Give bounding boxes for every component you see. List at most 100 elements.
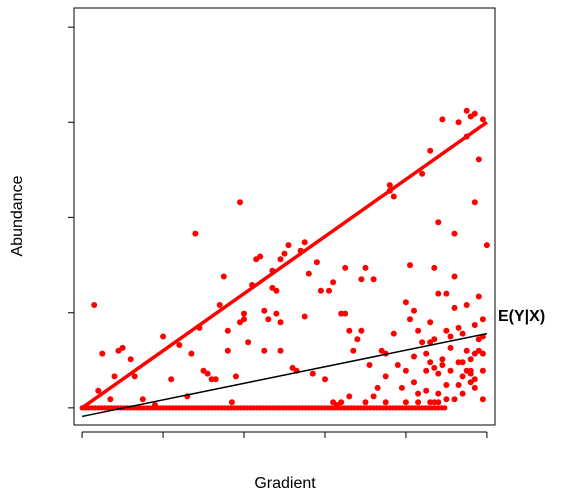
data-point (447, 333, 454, 340)
data-point (277, 347, 284, 354)
data-point (127, 356, 134, 363)
data-point (277, 256, 284, 263)
data-point (471, 384, 478, 391)
data-point (467, 356, 474, 363)
data-point (402, 399, 409, 406)
data-point (330, 279, 337, 286)
data-point (411, 379, 417, 386)
data-point (398, 384, 405, 391)
data-point (455, 324, 462, 331)
data-point (459, 359, 466, 366)
data-point (273, 310, 280, 317)
data-point (224, 327, 231, 334)
data-point (107, 396, 114, 403)
data-point (160, 333, 167, 340)
data-point (338, 399, 345, 406)
data-point (451, 230, 458, 237)
data-point (232, 373, 239, 380)
data-point (99, 350, 106, 357)
data-point (366, 362, 373, 368)
data-point (427, 147, 434, 154)
data-point (463, 107, 470, 114)
data-point (471, 199, 478, 206)
data-point (131, 373, 138, 380)
data-point (176, 342, 183, 348)
data-point (382, 399, 389, 406)
data-point (301, 239, 308, 246)
data-point (370, 393, 377, 400)
data-point (431, 364, 438, 371)
data-point (390, 193, 397, 200)
data-point (346, 327, 353, 334)
data-point (423, 350, 430, 357)
data-point (463, 367, 470, 374)
data-point (139, 396, 146, 403)
y-axis-title: Abundance (9, 175, 26, 256)
data-point (443, 396, 450, 403)
data-point (330, 399, 337, 406)
data-point (119, 344, 126, 351)
data-point (305, 270, 312, 277)
data-point (370, 276, 377, 283)
data-point (362, 399, 369, 406)
mean-line-label: E(Y|X) (498, 308, 545, 325)
data-point (471, 350, 478, 357)
data-point (479, 316, 486, 323)
data-point (427, 359, 434, 366)
data-point (111, 373, 118, 380)
data-point (439, 356, 446, 363)
plot-frame (73, 7, 496, 426)
data-point (431, 264, 438, 271)
data-point (402, 299, 409, 306)
data-point (95, 387, 102, 394)
data-point (358, 327, 365, 334)
data-point (285, 242, 292, 249)
data-point (411, 307, 417, 314)
data-point (220, 273, 227, 280)
upper-envelope-line (81, 120, 488, 410)
data-point (245, 339, 252, 346)
x-axis-title: Gradient (254, 475, 316, 492)
data-point (326, 287, 332, 294)
data-point (188, 350, 195, 357)
data-point (204, 370, 211, 377)
data-point (463, 302, 470, 308)
data-point (459, 390, 466, 397)
fit-lines (81, 120, 488, 418)
data-point (228, 399, 235, 406)
data-point (443, 290, 450, 297)
data-point (435, 399, 442, 406)
data-point (192, 230, 199, 237)
data-point (419, 170, 426, 177)
data-point (479, 396, 486, 403)
data-point (435, 290, 442, 297)
data-point (427, 319, 434, 326)
data-point (216, 302, 223, 308)
data-point (261, 347, 268, 354)
data-point (350, 347, 357, 354)
data-point (427, 399, 434, 406)
data-point (443, 327, 450, 334)
data-point (467, 113, 474, 120)
data-point (309, 370, 316, 377)
mean-line (81, 332, 488, 418)
data-point (423, 367, 430, 374)
data-point (451, 396, 458, 403)
data-point (443, 382, 450, 388)
data-point (423, 387, 430, 394)
data-point (241, 310, 247, 317)
data-point (394, 362, 401, 368)
data-point (471, 376, 478, 383)
data-point (212, 376, 219, 383)
data-point (451, 273, 458, 280)
data-point (362, 264, 369, 271)
data-point (265, 316, 272, 323)
data-point (342, 310, 349, 317)
data-point (346, 393, 353, 400)
data-point (435, 370, 442, 377)
data-point (415, 327, 422, 334)
data-point (459, 330, 466, 337)
data-point (241, 316, 247, 323)
data-point (483, 242, 490, 249)
data-point (261, 307, 268, 314)
